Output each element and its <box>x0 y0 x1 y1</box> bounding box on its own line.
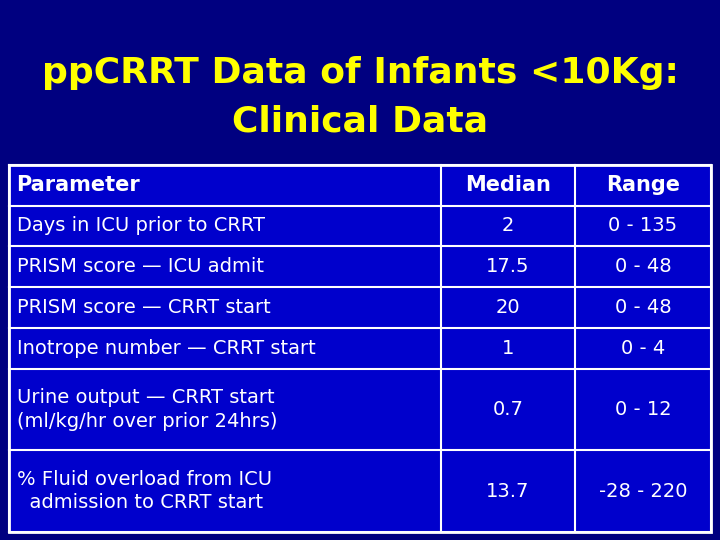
Text: % Fluid overload from ICU
  admission to CRRT start: % Fluid overload from ICU admission to C… <box>17 470 271 512</box>
Text: Urine output — CRRT start
(ml/kg/hr over prior 24hrs): Urine output — CRRT start (ml/kg/hr over… <box>17 388 277 431</box>
Bar <box>9 165 711 532</box>
Text: Parameter: Parameter <box>17 175 140 195</box>
Text: Median: Median <box>465 175 551 195</box>
Text: 0.7: 0.7 <box>492 400 523 419</box>
Text: Inotrope number — CRRT start: Inotrope number — CRRT start <box>17 339 315 358</box>
Text: 1: 1 <box>502 339 514 358</box>
Text: 20: 20 <box>495 298 521 317</box>
Text: Days in ICU prior to CRRT: Days in ICU prior to CRRT <box>17 217 264 235</box>
Text: 0 - 135: 0 - 135 <box>608 217 678 235</box>
Text: PRISM score — CRRT start: PRISM score — CRRT start <box>17 298 270 317</box>
Text: 2: 2 <box>502 217 514 235</box>
Text: 17.5: 17.5 <box>486 257 530 276</box>
Text: -28 - 220: -28 - 220 <box>599 482 687 501</box>
Text: 0 - 48: 0 - 48 <box>615 298 671 317</box>
Text: Range: Range <box>606 175 680 195</box>
Text: 13.7: 13.7 <box>486 482 530 501</box>
Text: 0 - 12: 0 - 12 <box>615 400 671 419</box>
Bar <box>9 165 711 532</box>
Text: Clinical Data: Clinical Data <box>232 105 488 138</box>
Text: PRISM score — ICU admit: PRISM score — ICU admit <box>17 257 264 276</box>
Text: 0 - 4: 0 - 4 <box>621 339 665 358</box>
Text: ppCRRT Data of Infants <10Kg:: ppCRRT Data of Infants <10Kg: <box>42 56 678 90</box>
Text: 0 - 48: 0 - 48 <box>615 257 671 276</box>
